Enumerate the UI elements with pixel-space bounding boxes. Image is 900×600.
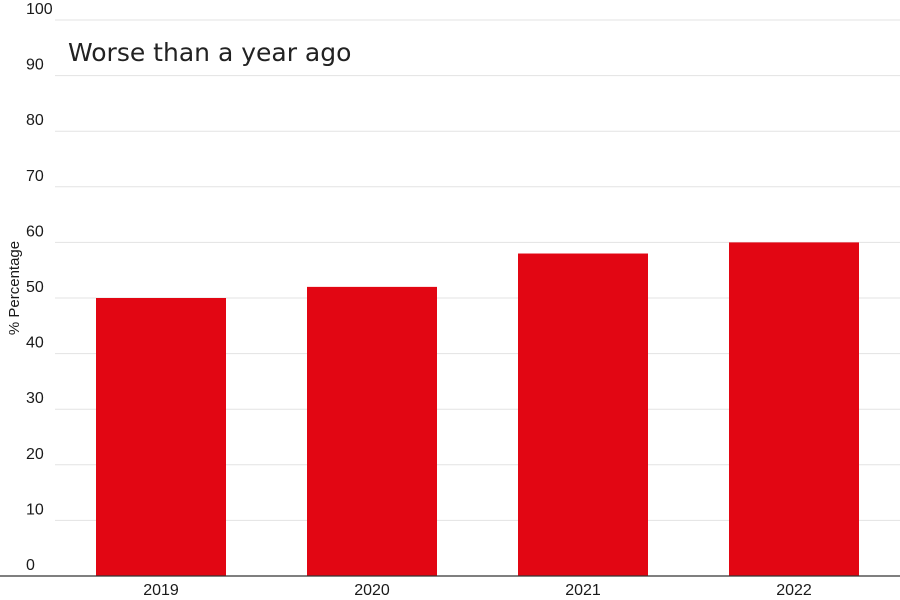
bar-2019 [96,298,226,576]
y-tick-label: 40 [26,335,44,352]
y-tick-label: 20 [26,446,44,463]
y-tick-label: 50 [26,279,44,296]
bar-2021 [518,253,648,576]
y-tick-label: 90 [26,57,44,74]
y-tick-label: 30 [26,390,44,407]
y-tick-label: 70 [26,168,44,185]
bar-2022 [729,242,859,576]
x-tick-label: 2022 [776,582,812,599]
y-tick-label: 80 [26,112,44,129]
x-tick-label: 2021 [565,582,601,599]
chart-title: Worse than a year ago [68,38,351,67]
y-tick-label: 60 [26,223,44,240]
y-tick-label: 100 [26,1,53,18]
y-tick-label: 10 [26,501,44,518]
y-tick-labels: 0 10 20 30 40 50 60 70 80 90 100 [26,1,53,574]
y-tick-label: 0 [26,557,35,574]
x-tick-label: 2020 [354,582,390,599]
y-axis-title: % Percentage [6,241,23,335]
bars [96,242,859,576]
x-tick-labels: 2019 2020 2021 2022 [143,582,812,599]
x-tick-label: 2019 [143,582,179,599]
bar-2020 [307,286,437,576]
